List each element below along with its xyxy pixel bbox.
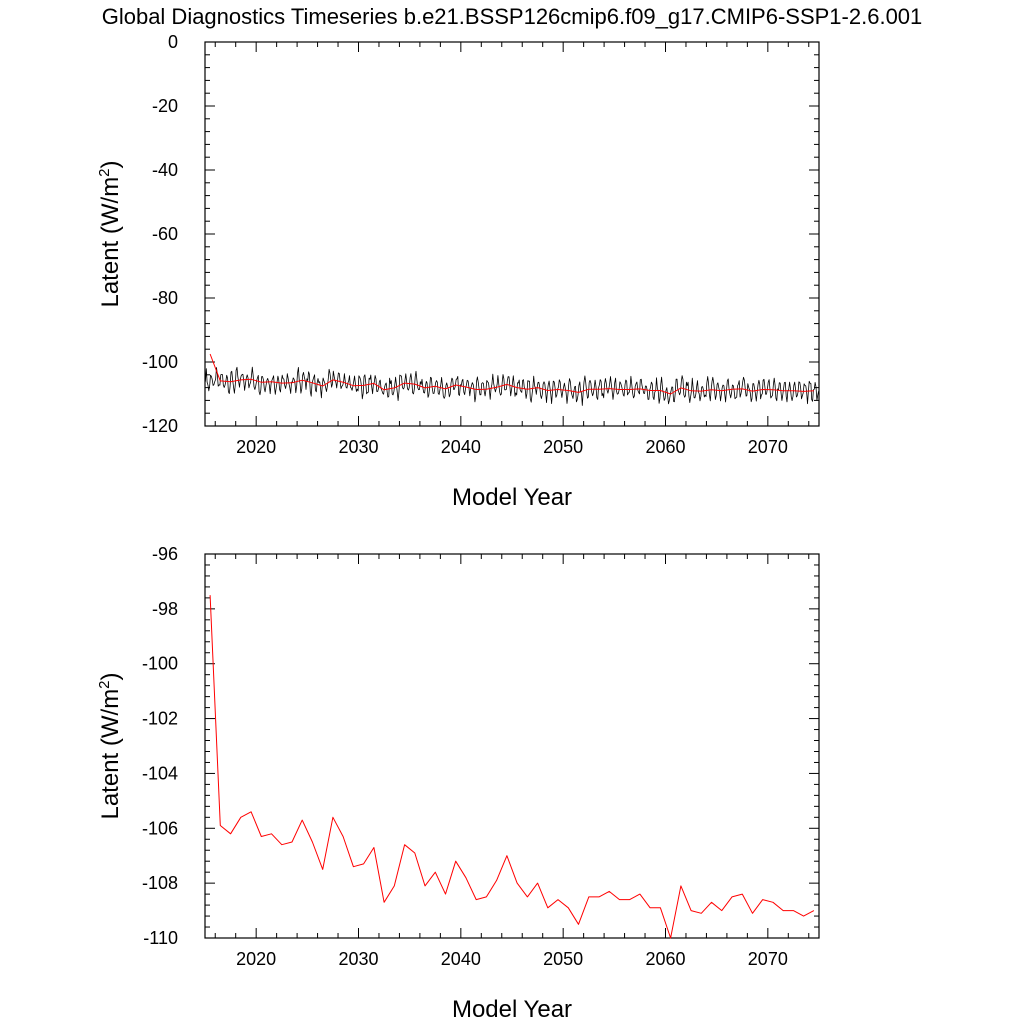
x-tick-label: 2030 — [338, 949, 378, 969]
y-tick-label: -96 — [152, 544, 178, 564]
bottom-y-axis-label: Latent (W/m2) — [96, 672, 124, 819]
y-tick-label: -104 — [142, 763, 178, 783]
figure-title: Global Diagnostics Timeseries b.e21.BSSP… — [102, 4, 923, 29]
x-tick-label: 2040 — [441, 949, 481, 969]
bottom-axis-tick-labels: 2020 2030 2040 2050 2060 2070 -96 -98 -100 -102 -1… — [142, 544, 788, 969]
y-tick-label: -120 — [142, 416, 178, 436]
bottom-y-label-close: ) — [97, 672, 124, 680]
y-tick-label: -98 — [152, 599, 178, 619]
x-tick-label: 2050 — [543, 949, 583, 969]
bottom-y-label-main: Latent (W/m — [97, 689, 124, 820]
bottom-plot-frame — [204, 553, 820, 939]
y-tick-label: -60 — [152, 224, 178, 244]
y-tick-label: -40 — [152, 160, 178, 180]
bottom-x-axis-label: Model Year — [452, 996, 572, 1023]
bottom-axis-ticks — [205, 553, 819, 939]
y-tick-label: -20 — [152, 96, 178, 116]
bottom-y-label-superscript: 2 — [96, 680, 113, 688]
y-tick-label: -106 — [142, 818, 178, 838]
y-tick-label: 0 — [168, 32, 178, 52]
y-tick-label: -100 — [142, 352, 178, 372]
annual-series-line — [209, 595, 815, 939]
monthly-series-line — [205, 366, 819, 406]
x-tick-label: 2030 — [338, 437, 378, 457]
top-y-axis-label: Latent (W/m2) — [96, 160, 124, 307]
y-tick-label: -108 — [142, 873, 178, 893]
y-tick-label: -102 — [142, 709, 178, 729]
x-tick-label: 2040 — [441, 437, 481, 457]
top-y-label-superscript: 2 — [96, 168, 113, 176]
x-tick-label: 2070 — [748, 437, 788, 457]
annual-series-line — [209, 353, 814, 395]
top-axis-ticks — [205, 41, 819, 427]
x-tick-label: 2070 — [748, 949, 788, 969]
x-tick-label: 2020 — [236, 437, 276, 457]
bottom-panel: 2020 2030 2040 2050 2060 2070 -96 -98 -100 -102 -1… — [96, 544, 820, 1023]
top-x-axis-label: Model Year — [452, 484, 572, 511]
top-y-label-close: ) — [97, 160, 124, 168]
bottom-series — [209, 595, 815, 939]
top-panel: 2020 2030 2040 2050 2060 2070 0 -20 -40 -60 -80 -10… — [96, 32, 820, 511]
top-y-label-main: Latent (W/m — [97, 177, 124, 308]
y-tick-label: -80 — [152, 288, 178, 308]
top-plot-frame — [204, 41, 820, 427]
y-tick-label: -100 — [142, 654, 178, 674]
x-tick-label: 2060 — [645, 949, 685, 969]
x-tick-label: 2060 — [645, 437, 685, 457]
y-tick-label: -110 — [143, 928, 178, 948]
x-tick-label: 2050 — [543, 437, 583, 457]
top-series — [205, 353, 819, 406]
top-axis-tick-labels: 2020 2030 2040 2050 2060 2070 0 -20 -40 -60 -80 -10… — [142, 32, 788, 457]
x-tick-label: 2020 — [236, 949, 276, 969]
